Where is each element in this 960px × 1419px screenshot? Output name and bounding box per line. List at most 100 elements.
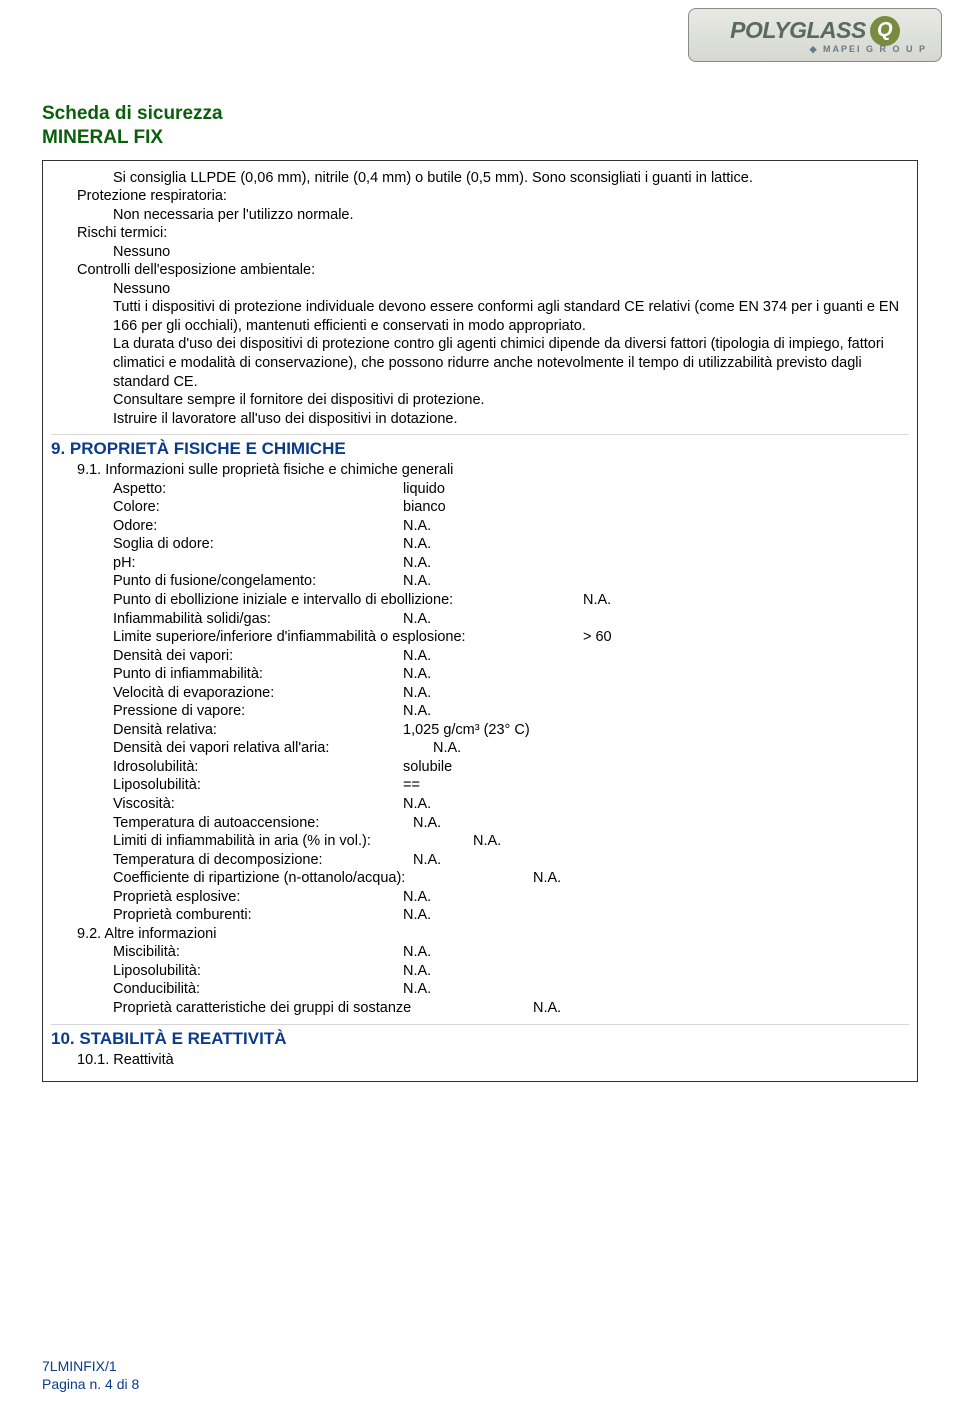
property-row: Conducibilità:N.A. (113, 980, 909, 999)
properties-wide-1: Punto di ebollizione iniziale e interval… (113, 591, 909, 610)
property-label: Punto di fusione/congelamento: (113, 572, 403, 591)
property-value: N.A. (403, 943, 431, 962)
property-label: Colore: (113, 498, 403, 517)
property-value: > 60 (583, 628, 612, 647)
property-row: Densità dei vapori:N.A. (113, 647, 909, 666)
property-row: Proprietà comburenti:N.A. (113, 906, 909, 925)
property-row: Punto di fusione/congelamento:N.A. (113, 572, 909, 591)
envctrl-value: Nessuno (113, 280, 909, 299)
property-label: Aspetto: (113, 480, 403, 499)
property-label: Velocità di evaporazione: (113, 684, 403, 703)
sub-9-1: 9.1. Informazioni sulle proprietà fisich… (77, 461, 909, 480)
properties-block-2: Infiammabilità solidi/gas:N.A. (113, 610, 909, 629)
property-row: Odore:N.A. (113, 517, 909, 536)
property-label: Liposolubilità: (113, 776, 403, 795)
resp-value: Non necessaria per l'utilizzo normale. (113, 206, 909, 225)
property-value: N.A. (403, 980, 431, 999)
property-label: Densità dei vapori: (113, 647, 403, 666)
property-label: Viscosità: (113, 795, 403, 814)
section-8-box: Si consiglia LLPDE (0,06 mm), nitrile (0… (42, 160, 918, 1083)
sub-9-2: 9.2. Altre informazioni (77, 925, 909, 944)
property-row: Temperatura di decomposizione:N.A. (113, 851, 909, 870)
property-label: Coefficiente di ripartizione (n-ottanolo… (113, 869, 533, 888)
gloves-text: Si consiglia LLPDE (0,06 mm), nitrile (0… (113, 169, 909, 188)
property-label: Densità relativa: (113, 721, 403, 740)
property-label: Idrosolubilità: (113, 758, 403, 777)
section-10-heading: 10. STABILITÀ E REATTIVITÀ (51, 1029, 909, 1049)
property-label: Limiti di infiammabilità in aria (% in v… (113, 832, 473, 851)
property-row: Pressione di vapore:N.A. (113, 702, 909, 721)
property-label: Miscibilità: (113, 943, 403, 962)
logo-main: POLYGLASS Q (730, 16, 900, 46)
property-value: N.A. (403, 962, 431, 981)
page: POLYGLASS Q ◆ MAPEI G R O U P Scheda di … (0, 0, 960, 1419)
property-value: N.A. (403, 888, 431, 907)
thermal-value: Nessuno (113, 243, 909, 262)
property-label: Proprietà caratteristiche dei gruppi di … (113, 999, 533, 1018)
property-row: Temperatura di autoaccensione:N.A. (113, 814, 909, 833)
property-value: liquido (403, 480, 445, 499)
body-2: La durata d'uso dei dispositivi di prote… (113, 335, 909, 391)
property-value: == (403, 776, 420, 795)
footer-code: 7LMINFIX/1 (42, 1357, 139, 1375)
property-label: Temperatura di autoaccensione: (113, 814, 413, 833)
properties-wide-2: Limite superiore/inferiore d'infiammabil… (113, 628, 909, 647)
property-label: Liposolubilità: (113, 962, 403, 981)
property-row: Limiti di infiammabilità in aria (% in v… (113, 832, 909, 851)
property-row: Densità relativa:1,025 g/cm³ (23° C) (113, 721, 909, 740)
title-line-2: MINERAL FIX (42, 126, 918, 150)
thermal-label: Rischi termici: (77, 224, 909, 243)
property-row: Coefficiente di ripartizione (n-ottanolo… (113, 869, 909, 888)
body-3: Consultare sempre il fornitore dei dispo… (113, 391, 909, 410)
logo-text: POLYGLASS (730, 17, 866, 44)
property-value: N.A. (403, 906, 431, 925)
property-value: N.A. (583, 591, 611, 610)
property-row: Colore:bianco (113, 498, 909, 517)
property-value: N.A. (403, 610, 431, 629)
section-9-heading: 9. PROPRIETÀ FISICHE E CHIMICHE (51, 439, 909, 459)
property-row: Punto di ebollizione iniziale e interval… (113, 591, 909, 610)
property-value: N.A. (403, 517, 431, 536)
divider (51, 1024, 909, 1025)
property-row: Idrosolubilità:solubile (113, 758, 909, 777)
logo-subtext: ◆ MAPEI G R O U P (810, 44, 927, 55)
property-label: Proprietà esplosive: (113, 888, 403, 907)
property-label: Punto di ebollizione iniziale e interval… (113, 591, 583, 610)
property-row: Liposolubilità:N.A. (113, 962, 909, 981)
property-value: N.A. (403, 702, 431, 721)
property-row: Viscosità:N.A. (113, 795, 909, 814)
page-footer: 7LMINFIX/1 Pagina n. 4 di 8 (42, 1357, 139, 1393)
property-label: Proprietà comburenti: (113, 906, 403, 925)
property-value: 1,025 g/cm³ (23° C) (403, 721, 530, 740)
properties-block-4: Miscibilità:N.A.Liposolubilità:N.A.Condu… (113, 943, 909, 1017)
property-value: N.A. (403, 665, 431, 684)
property-value: N.A. (403, 795, 431, 814)
property-label: Odore: (113, 517, 403, 536)
property-row: Soglia di odore:N.A. (113, 535, 909, 554)
property-label: Temperatura di decomposizione: (113, 851, 413, 870)
property-value: N.A. (413, 814, 441, 833)
property-value: N.A. (473, 832, 501, 851)
property-label: Soglia di odore: (113, 535, 403, 554)
property-row: Proprietà esplosive:N.A. (113, 888, 909, 907)
envctrl-label: Controlli dell'esposizione ambientale: (77, 261, 909, 280)
property-row: Aspetto:liquido (113, 480, 909, 499)
sub-10-1: 10.1. Reattività (77, 1051, 909, 1070)
property-value: solubile (403, 758, 452, 777)
property-value: N.A. (403, 572, 431, 591)
property-label: Punto di infiammabilità: (113, 665, 403, 684)
brand-logo: POLYGLASS Q ◆ MAPEI G R O U P (688, 8, 942, 62)
property-label: Infiammabilità solidi/gas: (113, 610, 403, 629)
properties-block-1: Aspetto:liquidoColore:biancoOdore:N.A.So… (113, 480, 909, 591)
body-4: Istruire il lavoratore all'uso dei dispo… (113, 410, 909, 429)
property-label: Densità dei vapori relativa all'aria: (113, 739, 433, 758)
property-label: Conducibilità: (113, 980, 403, 999)
body-1: Tutti i dispositivi di protezione indivi… (113, 298, 909, 335)
property-label: pH: (113, 554, 403, 573)
property-row: Densità dei vapori relativa all'aria:N.A… (113, 739, 909, 758)
property-value: N.A. (433, 739, 461, 758)
logo-badge: Q (870, 16, 900, 46)
property-value: N.A. (403, 554, 431, 573)
properties-block-3: Densità dei vapori:N.A.Punto di infiamma… (113, 647, 909, 925)
divider (51, 434, 909, 435)
